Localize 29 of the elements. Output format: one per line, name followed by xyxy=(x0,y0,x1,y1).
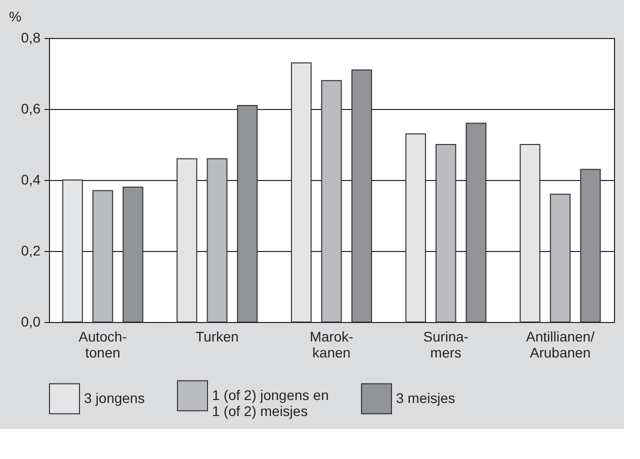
y-tick-label: 0,0 xyxy=(21,314,41,330)
bar xyxy=(176,158,198,322)
bar xyxy=(405,133,426,322)
bar xyxy=(290,62,312,322)
legend-label: 3 jongens xyxy=(84,390,145,406)
bar xyxy=(436,144,456,322)
x-tick-label: Antillianen/ Arubanen xyxy=(526,328,595,360)
legend-label: 1 (of 2) jongens en 1 (of 2) meisjes xyxy=(212,386,329,419)
bar xyxy=(466,122,486,322)
legend-label: 3 meisjes xyxy=(396,390,456,406)
x-tick-label: Autoch- tonen xyxy=(78,328,128,360)
y-tick-label: 0,6 xyxy=(21,100,41,116)
x-tick-label: Turken xyxy=(196,328,239,344)
bar xyxy=(580,168,601,322)
bar xyxy=(321,80,342,322)
bar xyxy=(351,69,372,322)
y-tick-label: 0,8 xyxy=(21,30,41,46)
bar xyxy=(237,104,258,322)
bar xyxy=(550,194,571,322)
y-tick-label: 0,4 xyxy=(21,172,41,188)
y-axis-title: % xyxy=(9,8,22,24)
bar xyxy=(62,180,83,322)
bar xyxy=(520,144,540,322)
y-tick-label: 0,2 xyxy=(21,242,41,258)
bar xyxy=(206,158,228,322)
x-tick-label: Marok- kanen xyxy=(310,328,354,360)
bar xyxy=(122,186,144,322)
bar xyxy=(92,190,114,322)
x-tick-label: Surina- mers xyxy=(423,328,469,360)
